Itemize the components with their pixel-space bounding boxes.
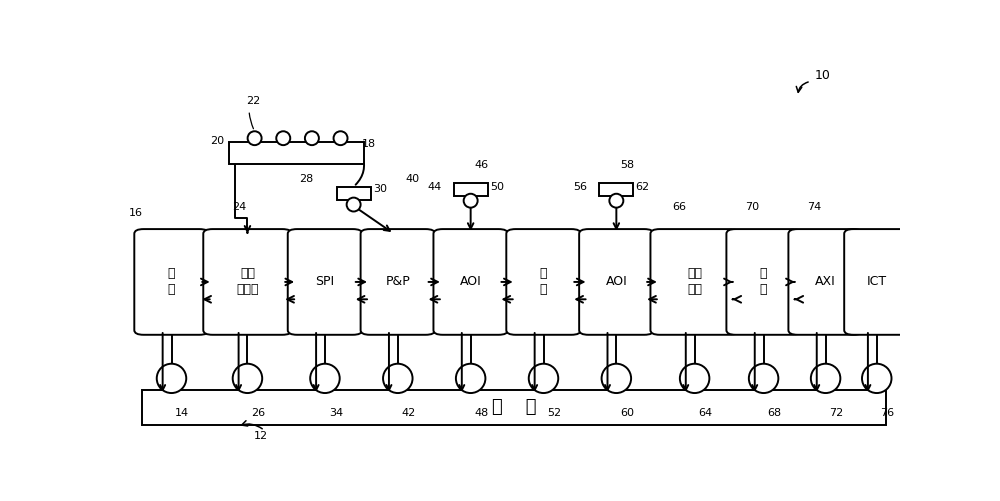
Text: 30: 30	[373, 184, 387, 194]
Ellipse shape	[310, 364, 340, 393]
Ellipse shape	[334, 131, 348, 145]
Text: 76: 76	[881, 408, 895, 418]
Text: 18: 18	[361, 139, 376, 149]
Text: 自动
插入: 自动 插入	[687, 268, 702, 297]
Ellipse shape	[305, 131, 319, 145]
Ellipse shape	[609, 194, 623, 207]
FancyBboxPatch shape	[788, 229, 863, 335]
Text: 22: 22	[246, 96, 260, 106]
Text: 16: 16	[129, 208, 143, 218]
Text: AOI: AOI	[460, 276, 482, 289]
Ellipse shape	[749, 364, 778, 393]
FancyBboxPatch shape	[454, 183, 488, 196]
Text: 14: 14	[175, 408, 189, 418]
Text: AXI: AXI	[815, 276, 836, 289]
Text: SPI: SPI	[315, 276, 335, 289]
Text: 64: 64	[698, 408, 713, 418]
Text: 56: 56	[573, 182, 587, 192]
FancyBboxPatch shape	[844, 229, 909, 335]
Ellipse shape	[276, 131, 290, 145]
Text: 34: 34	[329, 408, 343, 418]
Text: 66: 66	[672, 202, 686, 212]
Text: 12: 12	[254, 431, 268, 441]
Text: 72: 72	[829, 408, 844, 418]
Ellipse shape	[157, 364, 186, 393]
Text: 丝网
打印机: 丝网 打印机	[236, 268, 259, 297]
Text: 70: 70	[745, 202, 759, 212]
Text: 60: 60	[620, 408, 634, 418]
Text: 50: 50	[490, 182, 504, 192]
Ellipse shape	[233, 364, 262, 393]
Bar	[142, 390, 886, 425]
Ellipse shape	[862, 364, 892, 393]
FancyBboxPatch shape	[579, 229, 654, 335]
FancyBboxPatch shape	[433, 229, 508, 335]
Text: 10: 10	[815, 69, 830, 82]
Text: P&P: P&P	[385, 276, 410, 289]
FancyBboxPatch shape	[650, 229, 739, 335]
Text: 28: 28	[299, 173, 313, 183]
Text: 回
流: 回 流	[540, 268, 547, 297]
Text: 20: 20	[210, 136, 224, 146]
Ellipse shape	[680, 364, 709, 393]
Text: 46: 46	[475, 160, 489, 170]
Text: ICT: ICT	[867, 276, 887, 289]
Text: 波
峰: 波 峰	[760, 268, 767, 297]
FancyBboxPatch shape	[361, 229, 435, 335]
Text: 42: 42	[402, 408, 416, 418]
Text: 62: 62	[636, 182, 650, 192]
Text: 48: 48	[474, 408, 489, 418]
Ellipse shape	[347, 197, 361, 211]
FancyBboxPatch shape	[229, 142, 364, 163]
Text: 24: 24	[233, 202, 247, 212]
FancyBboxPatch shape	[288, 229, 362, 335]
Text: 26: 26	[251, 408, 265, 418]
FancyBboxPatch shape	[599, 183, 633, 196]
FancyBboxPatch shape	[203, 229, 292, 335]
Text: 44: 44	[427, 182, 441, 192]
FancyBboxPatch shape	[726, 229, 801, 335]
Ellipse shape	[383, 364, 413, 393]
Text: AOI: AOI	[605, 276, 627, 289]
Ellipse shape	[811, 364, 840, 393]
Ellipse shape	[464, 194, 478, 207]
Text: 引    擎: 引 擎	[492, 398, 536, 416]
Text: 52: 52	[547, 408, 561, 418]
Text: 68: 68	[767, 408, 782, 418]
Text: 58: 58	[620, 160, 634, 170]
FancyBboxPatch shape	[134, 229, 209, 335]
FancyBboxPatch shape	[506, 229, 581, 335]
Text: 40: 40	[406, 173, 420, 183]
Text: 74: 74	[807, 202, 821, 212]
Ellipse shape	[456, 364, 485, 393]
Text: 数
据: 数 据	[168, 268, 175, 297]
Ellipse shape	[529, 364, 558, 393]
Ellipse shape	[248, 131, 262, 145]
FancyBboxPatch shape	[337, 187, 371, 200]
Ellipse shape	[602, 364, 631, 393]
